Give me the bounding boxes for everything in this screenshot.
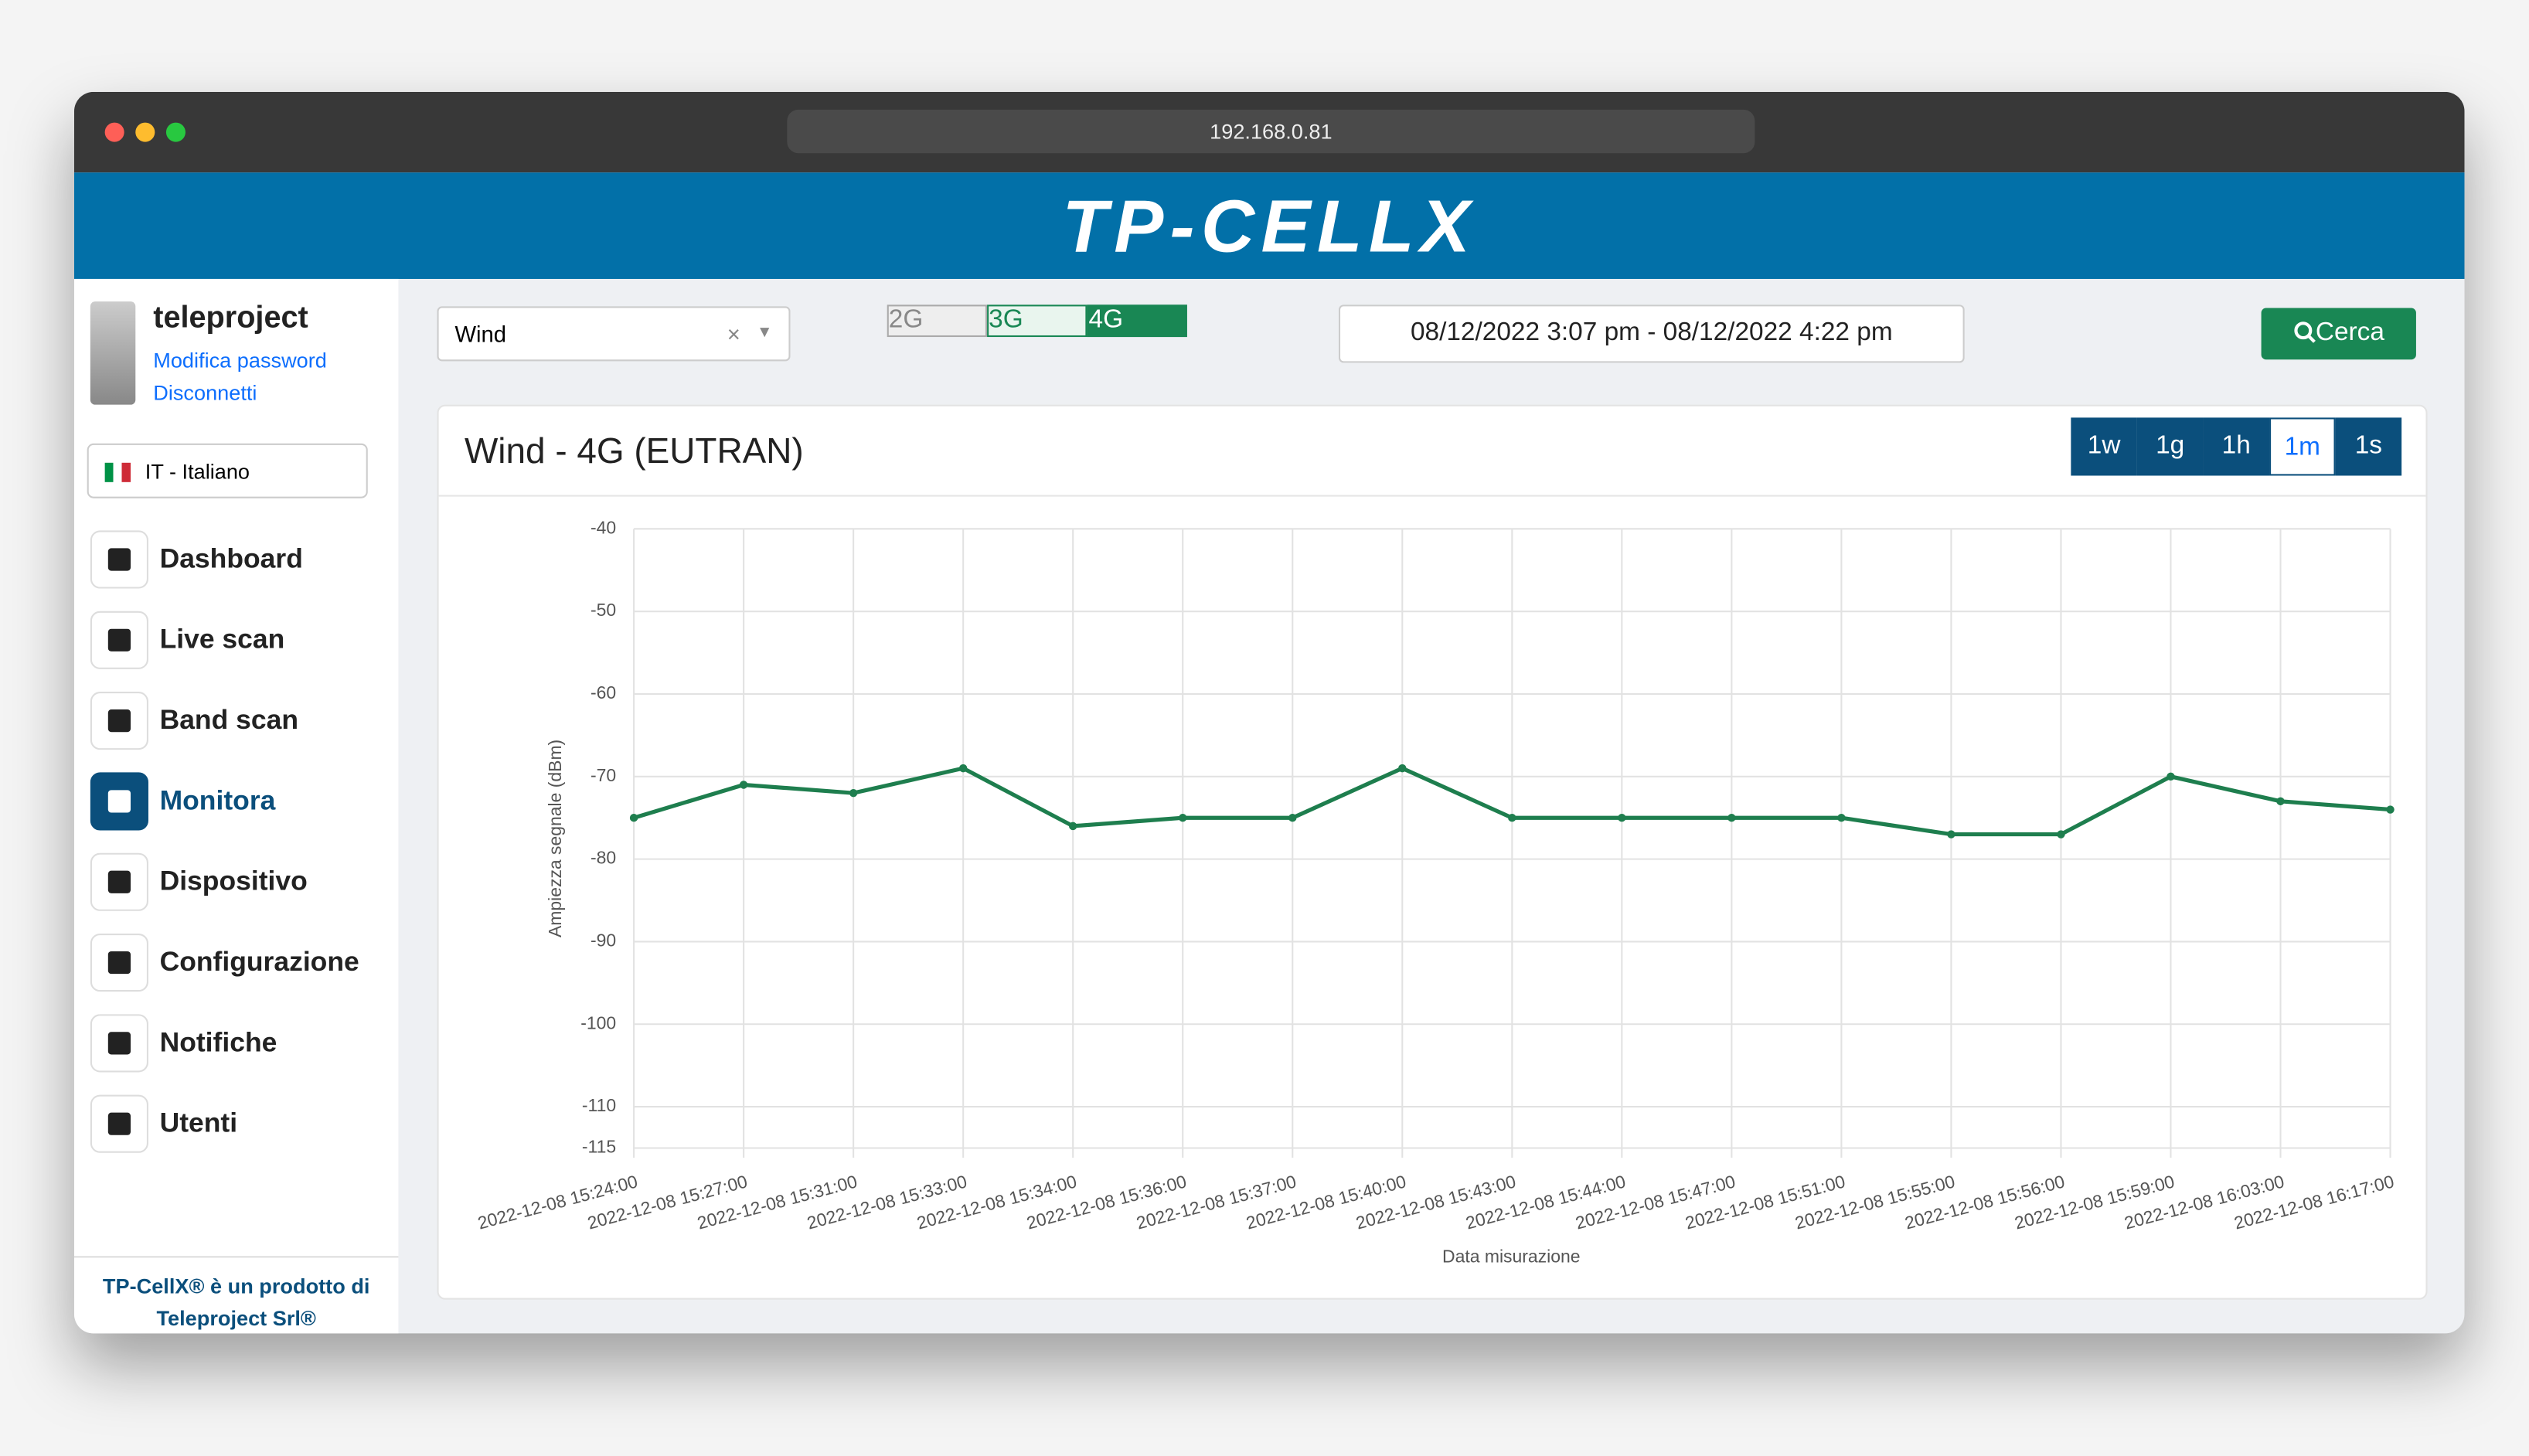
point — [1398, 764, 1407, 773]
y-tick-label: -70 — [591, 765, 616, 785]
point — [2166, 772, 2175, 781]
point — [1288, 813, 1297, 822]
range-button[interactable]: 1s — [2335, 417, 2402, 476]
nav-item[interactable]: Configurazione — [90, 934, 389, 992]
logo: TP-CELLX — [73, 172, 2465, 279]
footer-line: TP-CellX® è un prodotto di — [102, 1274, 370, 1298]
y-tick-label: -115 — [582, 1137, 616, 1157]
minimize[interactable] — [135, 122, 155, 142]
nav-label: Configurazione — [159, 946, 359, 978]
nav-item[interactable]: Monitora — [90, 772, 389, 831]
nav-label: Dashboard — [159, 543, 303, 574]
address-bar[interactable]: 192.168.0.81 — [787, 109, 1755, 154]
range-button[interactable]: 1h — [2203, 417, 2270, 476]
link[interactable]: Disconnetti — [153, 380, 257, 405]
nav-icon — [90, 934, 148, 992]
nav-icon — [90, 772, 148, 831]
title-bar: 192.168.0.81 — [73, 91, 2465, 173]
link[interactable]: Modifica password — [153, 348, 327, 373]
nav-label: Monitora — [159, 785, 276, 816]
nav-icon — [90, 1014, 148, 1073]
point — [1508, 813, 1516, 822]
y-axis-title: Ampiezza segnale (dBm) — [545, 740, 565, 937]
point — [1618, 813, 1626, 822]
point — [739, 781, 748, 789]
language: IT - Italiano — [145, 459, 250, 484]
nav-item[interactable]: Band scan — [90, 692, 389, 750]
nav-label: Band scan — [159, 704, 299, 736]
nav-label: Utenti — [159, 1107, 238, 1138]
flag — [104, 462, 131, 482]
y-tick-label: -80 — [591, 848, 616, 868]
nav-label: Dispositivo — [159, 866, 308, 897]
point — [2276, 797, 2285, 806]
point — [1727, 813, 1736, 822]
range-button[interactable]: 1m — [2269, 417, 2336, 476]
search-icon — [2293, 321, 2316, 343]
card-title: Wind - 4G (EUTRAN) — [464, 430, 804, 471]
y-tick-label: -100 — [580, 1012, 616, 1032]
point — [958, 764, 968, 773]
point — [1837, 813, 1846, 822]
footer-line: Teleproject Srl® — [156, 1305, 316, 1331]
nav-item[interactable]: Notifiche — [90, 1014, 389, 1073]
divider — [438, 495, 2426, 497]
nav-icon — [90, 1094, 148, 1153]
range-button[interactable]: 1g — [2136, 417, 2204, 476]
operator: Wind — [454, 321, 507, 347]
card: Wind - 4G (EUTRAN) — [437, 404, 2428, 1300]
y-tick-label: -40 — [591, 517, 616, 537]
y-tick-label: -50 — [591, 600, 616, 620]
tech-button[interactable]: 2G — [887, 304, 988, 338]
nav-icon — [90, 852, 148, 911]
point — [2057, 830, 2065, 839]
tech-button[interactable]: 4G — [1087, 304, 1187, 338]
point — [1947, 830, 1955, 839]
close[interactable] — [104, 122, 124, 142]
nav-item[interactable]: Utenti — [90, 1094, 389, 1153]
sidebar: teleproject Modifica password Disconnett… — [73, 278, 399, 1334]
username: teleproject — [153, 301, 308, 335]
point — [849, 788, 858, 798]
y-tick-label: -110 — [582, 1095, 616, 1115]
browser-window: 192.168.0.81 TP-CELLX teleproject Modifi… — [73, 91, 2465, 1334]
point — [2386, 805, 2395, 814]
x-axis-title: Data misurazione — [1442, 1246, 1580, 1266]
tech-button[interactable]: 3G — [987, 304, 1088, 338]
nav-icon — [90, 611, 148, 669]
point — [629, 813, 638, 822]
search-label: Cerca — [2315, 319, 2384, 347]
language-select[interactable]: IT - Italiano — [87, 443, 368, 498]
nav-icon — [90, 530, 148, 589]
nav-label: Live scan — [159, 624, 285, 655]
nav-item[interactable]: Live scan — [90, 611, 389, 669]
point — [1179, 813, 1187, 822]
nav-item[interactable]: Dashboard — [90, 530, 389, 589]
point — [1068, 822, 1077, 831]
nav-label: Notifiche — [159, 1027, 277, 1058]
date-range[interactable]: 08/12/2022 3:07 pm - 08/12/2022 4:22 pm — [1338, 304, 1965, 363]
y-tick-label: -90 — [591, 930, 616, 951]
nav-icon — [90, 692, 148, 750]
device-image — [90, 301, 136, 405]
y-tick-label: -60 — [591, 682, 616, 702]
footer: TP-CellX® è un prodotto di Teleproject S… — [73, 1256, 399, 1333]
search-button[interactable]: Cerca — [2261, 308, 2416, 360]
zoom[interactable] — [165, 122, 186, 142]
range-button[interactable]: 1w — [2071, 417, 2137, 476]
nav-item[interactable]: Dispositivo — [90, 852, 389, 911]
operator-select[interactable]: Wind × ▼ — [437, 306, 791, 362]
